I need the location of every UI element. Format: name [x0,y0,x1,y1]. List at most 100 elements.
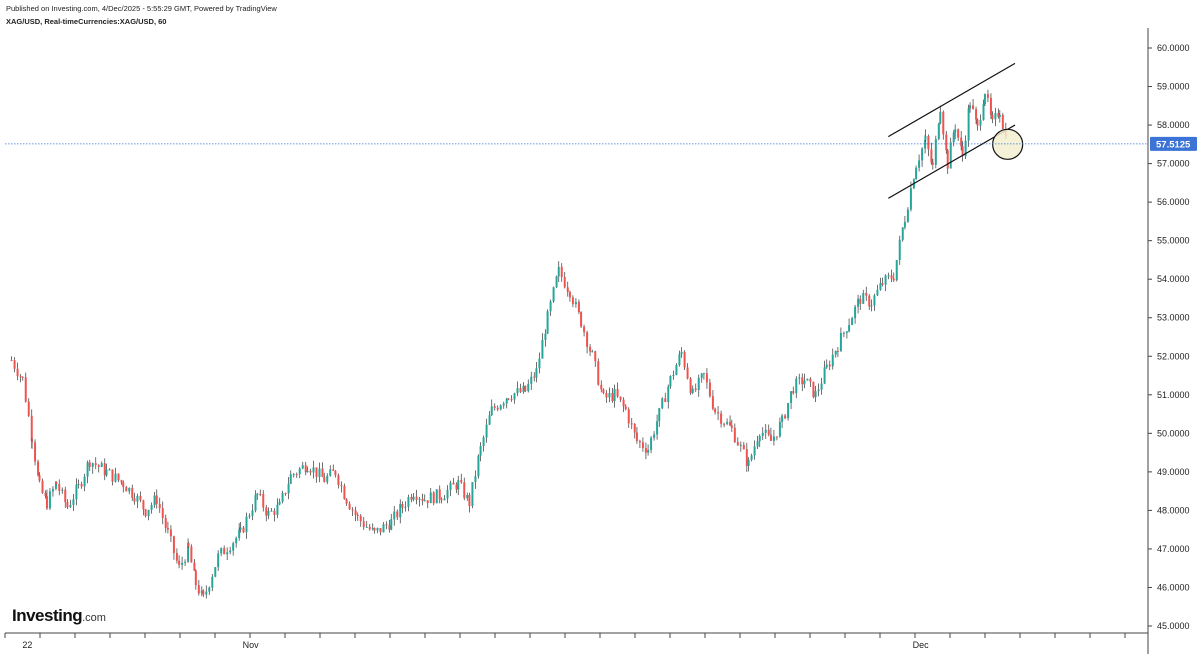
candle-body [304,465,307,473]
candle-body [667,386,670,402]
candles [10,89,1007,599]
candle-body [175,552,178,561]
candle-body [761,432,764,436]
candle-body [446,489,449,499]
candle-body [541,339,544,359]
candle-body [954,129,957,133]
candle-body [930,149,933,163]
candle-body [976,119,979,126]
candle-body [432,492,435,504]
candle-body [48,491,51,509]
candle-body [61,489,64,491]
candle-body [278,501,281,505]
candle-body [892,278,895,281]
candle-body [164,518,167,528]
candle-body [334,470,337,476]
candle-body [262,493,265,508]
candle-body [613,388,616,401]
candle-body [574,301,577,305]
candle-body [77,483,80,485]
candle-body [577,301,580,313]
candle-body [756,441,759,447]
candle-body [10,360,13,362]
candle-body [111,469,114,482]
axis-labels: 45.0000 46.0000 47.0000 48.0000 49.0000 50.00… [22,43,1189,650]
candle-body [753,446,756,456]
candle-body [694,388,697,390]
y-tick-label: 59.0000 [1157,82,1190,92]
candle-body [580,312,583,327]
candle-body [108,469,111,471]
candle-body [200,590,203,594]
candle-body [208,587,211,592]
candle-body [823,367,826,384]
candle-body [315,467,318,477]
candle-body [88,462,91,467]
candle-body [784,415,787,419]
candle-body [312,467,315,473]
candle-body [273,510,276,515]
candle-body [142,500,145,510]
candle-body [423,500,426,502]
candle-body [700,373,703,378]
candle-body [348,503,351,510]
candle-body [884,275,887,285]
candle-body [733,427,736,443]
candle-body [939,111,942,124]
candle-body [393,511,396,520]
candle-body [471,482,474,507]
candle-body [775,436,778,438]
candle-body [739,444,742,446]
candle-body [211,576,214,588]
candle-body [399,504,402,518]
candle-body [329,469,332,476]
candle-body [924,140,927,149]
candle-body [415,496,418,500]
candle-body [332,469,335,471]
candle-body [879,283,882,290]
candle-body [187,542,190,547]
candle-body [37,461,40,476]
candle-body [597,361,600,385]
y-tick-label: 52.0000 [1157,351,1190,361]
candle-body [622,399,625,407]
candle-body [86,462,89,477]
candle-body [270,510,273,512]
candle-body [214,567,217,577]
candle-body [803,380,806,385]
candle-body [466,494,469,499]
candle-body [298,468,301,475]
candle-body [747,459,750,466]
candle-body [443,498,446,501]
candle-body [66,502,69,508]
candle-body [533,376,536,378]
candle-body [909,188,912,210]
candle-body [292,474,295,476]
candle-body [979,119,982,126]
candle-body [181,562,184,565]
candle-body [128,487,131,492]
candle-body [248,515,251,517]
candle-body [881,283,884,285]
candle-body [44,492,47,497]
candle-body [544,333,547,340]
candle-body [960,137,963,147]
candle-body [530,376,533,384]
candle-body [368,526,371,530]
candle-body [901,227,904,240]
candle-body [502,403,505,406]
candle-body [812,381,815,398]
candle-body [80,483,83,487]
candle-body [362,521,365,527]
candle-body [34,442,37,462]
candle-body [172,536,175,553]
candle-body [691,388,694,393]
candle-body [697,377,700,390]
x-tick-label: Dec [913,640,930,650]
candle-body [449,482,452,490]
axes [4,28,1152,654]
candle-body [229,550,232,553]
y-tick-label: 49.0000 [1157,467,1190,477]
candle-body [961,146,964,157]
